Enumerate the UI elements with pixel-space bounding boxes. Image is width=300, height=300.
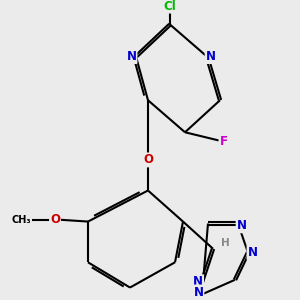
Text: CH₃: CH₃ xyxy=(12,214,31,225)
Text: N: N xyxy=(127,50,136,63)
Text: O: O xyxy=(50,213,60,226)
Text: N: N xyxy=(248,246,257,259)
Text: N: N xyxy=(206,50,216,63)
Text: O: O xyxy=(143,153,153,167)
Text: F: F xyxy=(220,136,227,148)
Text: N: N xyxy=(194,286,203,298)
Text: N: N xyxy=(193,275,203,288)
Text: H: H xyxy=(220,238,230,248)
Text: N: N xyxy=(237,219,247,232)
Text: Cl: Cl xyxy=(164,0,176,13)
